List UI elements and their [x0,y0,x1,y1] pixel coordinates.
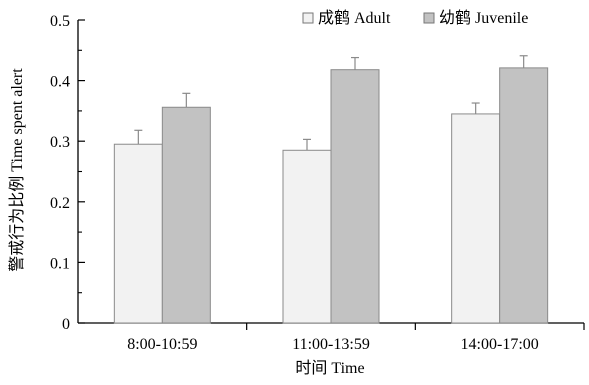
y-tick-label: 0.1 [50,255,70,272]
bars [114,56,547,323]
y-tick-label: 0.4 [50,74,70,91]
x-tick-label: 11:00-13:59 [292,336,370,353]
legend: 成鹤 Adult 幼鹤 Juvenile [303,9,528,27]
legend-swatch [424,13,434,23]
y-axis-title: 警戒行为比例 Time spent alert [8,68,26,272]
bar-adult [114,144,162,323]
legend-swatch [303,13,313,23]
y-tick-label: 0 [62,316,70,333]
bar-adult [452,114,500,323]
x-tick-label: 14:00-17:00 [461,336,539,353]
bar-juvenile [331,70,379,323]
y-tick-label: 0.3 [50,134,70,151]
legend-label: 幼鹤 Juvenile [439,9,528,27]
x-tick-label: 8:00-10:59 [127,336,197,353]
bar-adult [283,150,331,323]
legend-label: 成鹤 Adult [318,9,391,27]
bar-juvenile [500,68,548,323]
bar-juvenile [162,107,210,323]
y-tick-label: 0.2 [50,195,70,212]
y-tick-label: 0.5 [50,13,70,30]
x-axis-title: 时间 Time [295,359,364,377]
